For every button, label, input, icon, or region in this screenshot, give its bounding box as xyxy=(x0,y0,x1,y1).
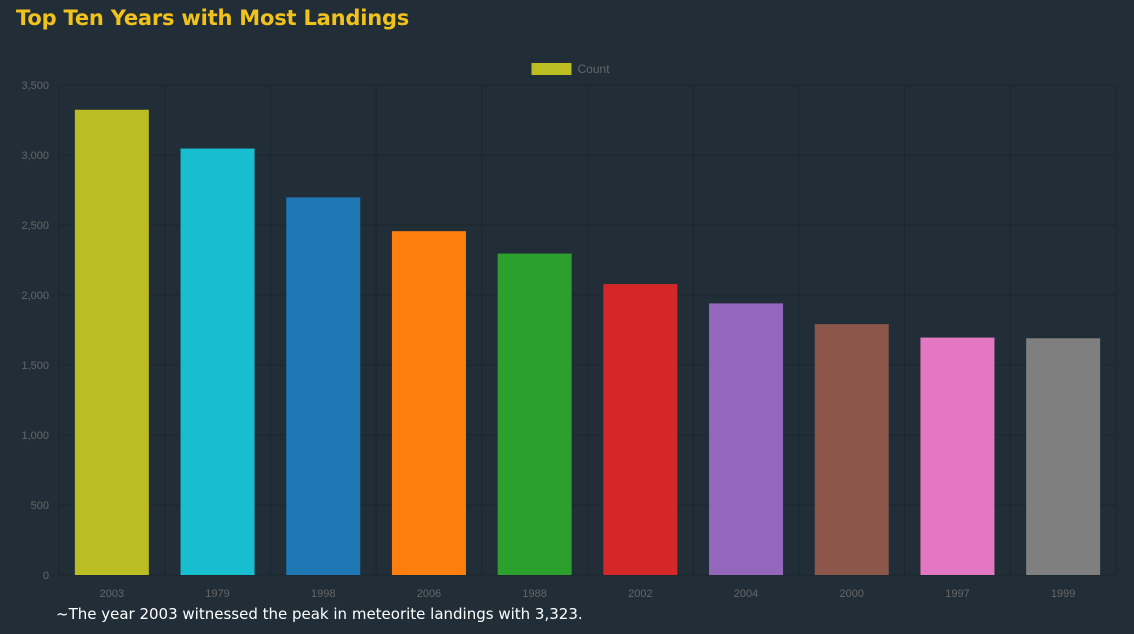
bar-1997[interactable] xyxy=(920,337,995,575)
bar-1998[interactable] xyxy=(286,197,361,576)
y-tick-label: 0 xyxy=(43,570,49,582)
bar-2006[interactable] xyxy=(391,231,466,575)
axes: 0 500 1,000 1,500 2,000 2,500 3,000 3,500 2003 19… xyxy=(21,80,1075,600)
bar-chart: 0 500 1,000 1,500 2,000 2,500 3,000 3,500 2003 19… xyxy=(21,62,1117,600)
x-tick-label: 2004 xyxy=(734,588,758,600)
bar-1999[interactable] xyxy=(1026,338,1101,575)
x-tick-label: 2003 xyxy=(100,588,124,600)
bar-2000[interactable] xyxy=(814,324,889,575)
legend-swatch[interactable] xyxy=(531,63,572,75)
x-tick-label: 1997 xyxy=(945,588,969,600)
x-tick-label: 2000 xyxy=(840,588,864,600)
y-tick-label: 3,500 xyxy=(21,80,49,92)
x-tick-label: 1979 xyxy=(205,588,229,600)
y-tick-label: 1,000 xyxy=(21,430,49,442)
y-tick-label: 3,000 xyxy=(21,150,49,162)
bar-1979[interactable] xyxy=(180,148,255,575)
x-tick-label: 2002 xyxy=(628,588,652,600)
bar-1988[interactable] xyxy=(497,253,572,575)
chart-area: 0 500 1,000 1,500 2,000 2,500 3,000 3,500 2003 19… xyxy=(0,55,1134,605)
y-tick-label: 1,500 xyxy=(21,360,49,372)
bar-2002[interactable] xyxy=(603,284,678,575)
x-tick-label: 1988 xyxy=(522,588,546,600)
legend[interactable]: Count xyxy=(531,62,611,76)
y-tick-label: 2,000 xyxy=(21,290,49,302)
x-tick-label: 1999 xyxy=(1051,588,1075,600)
bar-2003[interactable] xyxy=(74,109,149,575)
x-tick-label: 1998 xyxy=(311,588,335,600)
y-tick-label: 500 xyxy=(31,500,49,512)
legend-label[interactable]: Count xyxy=(578,62,611,76)
bars xyxy=(74,109,1101,576)
bar-2004[interactable] xyxy=(709,303,784,575)
chart-caption: ~The year 2003 witnessed the peak in met… xyxy=(56,605,583,623)
chart-title: Top Ten Years with Most Landings xyxy=(16,6,410,30)
y-tick-label: 2,500 xyxy=(21,220,49,232)
x-tick-label: 2006 xyxy=(417,588,441,600)
